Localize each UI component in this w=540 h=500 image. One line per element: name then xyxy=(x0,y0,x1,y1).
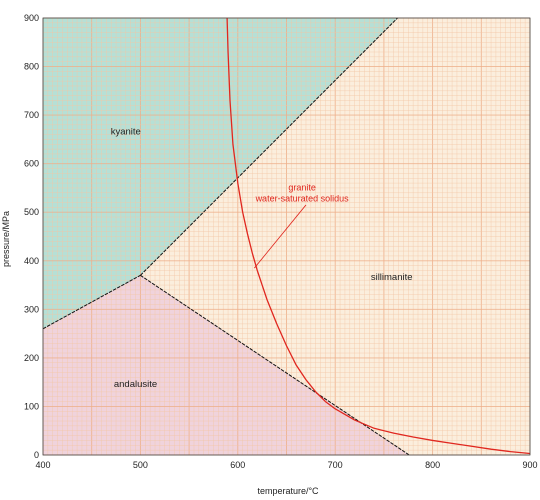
kyanite-label: kyanite xyxy=(111,127,141,138)
y-tick-label: 100 xyxy=(24,401,39,411)
solidus-curve xyxy=(226,17,531,455)
y-tick-label: 300 xyxy=(24,304,39,314)
grid-lines xyxy=(42,17,531,456)
y-tick-label: 0 xyxy=(34,450,39,460)
andalusite-region xyxy=(43,275,410,455)
y-tick-label: 600 xyxy=(24,159,39,169)
x-tick-label: 400 xyxy=(35,460,50,470)
x-tick-label: 900 xyxy=(522,460,537,470)
y-tick-label: 400 xyxy=(24,256,39,266)
x-tick-label: 700 xyxy=(328,460,343,470)
phase-boundary-line-0 xyxy=(42,274,141,330)
solidus-label-line1: granite xyxy=(288,182,316,192)
solidus-label-line2: water-saturated solidus xyxy=(255,194,350,204)
tick-labels: 400 500 600 700 800 900 0 100 200 300 400 500 600 700… xyxy=(24,13,538,470)
y-tick-label: 700 xyxy=(24,110,39,120)
solidus-leader-line xyxy=(254,204,307,269)
sillimanite-label: sillimanite xyxy=(371,272,413,283)
phase-boundary-line-1 xyxy=(140,17,398,276)
x-axis-title: temperature/°C xyxy=(257,486,319,496)
phase-boundaries xyxy=(42,17,410,456)
y-tick-label: 900 xyxy=(24,13,39,23)
y-tick-label: 800 xyxy=(24,62,39,72)
andalusite-label: andalusite xyxy=(114,379,157,390)
plot-border xyxy=(42,17,531,456)
x-tick-label: 600 xyxy=(230,460,245,470)
phase-boundary-line-2 xyxy=(140,274,410,456)
plot-frame xyxy=(42,17,531,456)
x-tick-label: 800 xyxy=(425,460,440,470)
y-tick-label: 500 xyxy=(24,207,39,217)
solidus-series xyxy=(226,17,531,455)
y-tick-label: 200 xyxy=(24,353,39,363)
y-axis-title: pressure/MPa xyxy=(1,211,11,267)
x-tick-label: 500 xyxy=(133,460,148,470)
